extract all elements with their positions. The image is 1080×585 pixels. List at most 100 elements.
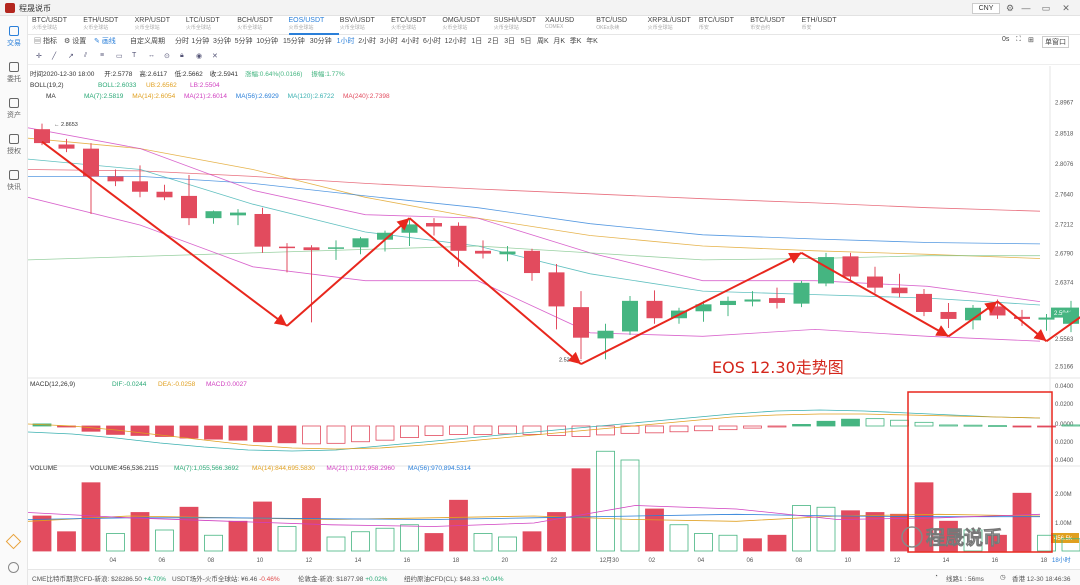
period-button[interactable]: 6小时 bbox=[423, 38, 441, 45]
period-button[interactable]: 1分钟 bbox=[191, 38, 210, 45]
symbol-tab[interactable]: BTC/USDT 火币全球站 bbox=[32, 17, 82, 35]
x-tick: 18 bbox=[1041, 558, 1048, 564]
measure-tool-icon[interactable]: ↔ bbox=[148, 52, 155, 59]
eye-icon[interactable]: ◉ bbox=[196, 53, 203, 60]
symbol-tab[interactable]: BTC/USD OKEx永续 bbox=[596, 17, 646, 35]
ticker-item[interactable]: CME比特币期货CFD-新浪: $28286.50 +4.70% bbox=[32, 576, 166, 583]
shape-tool-icon[interactable]: ▭ bbox=[116, 53, 123, 60]
volume-bar bbox=[375, 527, 395, 552]
period-button[interactable]: 12小时 bbox=[444, 38, 467, 45]
period-button[interactable]: 季K bbox=[569, 38, 582, 45]
period-button[interactable]: 2小时 bbox=[358, 38, 377, 45]
indicator-line bbox=[28, 137, 1041, 259]
symbol-tab[interactable]: OMG/USDT 火币全球站 bbox=[442, 17, 492, 35]
symbol-tab[interactable]: XAUUSD COMEX bbox=[545, 17, 595, 35]
period-button[interactable]: 15分钟 bbox=[283, 38, 305, 45]
price-tick: 2.7640 bbox=[1055, 193, 1074, 199]
period-button[interactable]: 3日 bbox=[504, 38, 516, 45]
macd-bar bbox=[253, 425, 272, 443]
text-tool-icon[interactable]: T bbox=[132, 52, 137, 59]
maximize-icon[interactable]: ▭ bbox=[1041, 3, 1051, 13]
candle bbox=[622, 295, 638, 335]
symbol-tab[interactable]: BCH/USDT 火币全球站 bbox=[237, 17, 287, 35]
period-button[interactable]: 分时 bbox=[175, 38, 189, 45]
period-button[interactable]: 周K bbox=[537, 38, 549, 45]
settings-circle-icon[interactable] bbox=[8, 562, 19, 573]
period-button[interactable]: 月K bbox=[553, 38, 566, 45]
period-button[interactable]: 30分钟 bbox=[309, 38, 332, 45]
period-button[interactable]: 1日 bbox=[471, 38, 483, 45]
expand-icon[interactable]: ⛶ bbox=[1016, 36, 1021, 43]
minimize-icon[interactable]: — bbox=[1021, 3, 1031, 13]
macd-bar bbox=[424, 425, 444, 436]
symbol-tab[interactable]: SUSHI/USDT 火币全球站 bbox=[494, 17, 544, 35]
ticker-item[interactable]: USDT场外-火币全球站: ¥6.46 -0.46% bbox=[172, 576, 280, 583]
symbol-tab[interactable]: BTC/USDT 币安 bbox=[699, 17, 749, 35]
indicators-button[interactable]: ▤ 指标 bbox=[34, 38, 57, 45]
macd-bar bbox=[228, 425, 248, 441]
trash-icon[interactable]: ✕ bbox=[212, 53, 218, 60]
fib-tool-icon[interactable]: ≡ bbox=[100, 52, 105, 59]
candle bbox=[891, 273, 908, 298]
grid-icon[interactable]: ⊞ bbox=[1028, 37, 1034, 44]
symbol-tab[interactable]: XRP3L/USDT 火币全球站 bbox=[648, 17, 698, 35]
period-button[interactable]: 2日 bbox=[487, 38, 499, 45]
symbol-tab[interactable]: ETC/USDT 火币全球站 bbox=[391, 17, 441, 35]
candle-body bbox=[107, 176, 124, 182]
symbol-tab[interactable]: ETH/USDT 币安 bbox=[802, 17, 852, 35]
period-button[interactable]: 年K bbox=[586, 38, 598, 45]
currency-select[interactable]: CNY bbox=[972, 3, 1000, 14]
x-tick: 10 bbox=[257, 558, 264, 564]
symbol-tab[interactable]: BSV/USDT 火币全球站 bbox=[340, 17, 390, 35]
ray-tool-icon[interactable]: ↗ bbox=[68, 53, 74, 60]
vip-icon[interactable] bbox=[5, 533, 22, 550]
ticker-change: +0.04% bbox=[481, 576, 504, 583]
ohlc-close: 收:2.5941 bbox=[210, 69, 239, 78]
period-button[interactable]: 3分钟 bbox=[213, 38, 231, 45]
sidebar-item[interactable]: 授权 bbox=[0, 128, 28, 162]
symbol-tab[interactable]: BTC/USDT 币安合约 bbox=[750, 17, 800, 35]
period-button[interactable]: 1小时 bbox=[336, 38, 355, 45]
symbol-tab[interactable]: EOS/USDT 火币全球站 bbox=[288, 17, 339, 35]
price-tick: 2.7212 bbox=[1055, 222, 1074, 228]
ticker-item[interactable]: 纽约原油CFD(CL): $48.33 +0.04% bbox=[404, 576, 504, 583]
trend-arrow bbox=[996, 300, 1048, 342]
settings-icon[interactable]: ⚙ bbox=[1005, 3, 1015, 13]
macd-bar bbox=[179, 425, 199, 439]
period-button[interactable]: 3小时 bbox=[379, 38, 398, 45]
sidebar-item[interactable]: 快讯 bbox=[0, 164, 28, 198]
symbol-tab[interactable]: XRP/USDT 火币全球站 bbox=[135, 17, 185, 35]
app-name: 程晟说币 bbox=[19, 4, 51, 13]
macd-bar bbox=[277, 425, 297, 444]
crosshair-icon[interactable]: ✛ bbox=[36, 53, 42, 60]
macd-bar bbox=[669, 425, 689, 433]
custom-period-button[interactable]: 自定义周期 bbox=[130, 38, 165, 45]
period-button[interactable]: 5日 bbox=[520, 38, 532, 45]
lock-icon[interactable]: 🔒︎ bbox=[180, 52, 184, 59]
price-chart[interactable]: 时间2020-12-30 18:00 开:2.5778 高:2.6117 低:2.56… bbox=[28, 66, 1080, 569]
macd-line bbox=[28, 413, 1041, 450]
sidebar-item[interactable]: 资产 bbox=[0, 92, 28, 126]
drawing-label: 画线 bbox=[101, 38, 116, 45]
line-tool-icon[interactable]: ╱ bbox=[52, 53, 57, 60]
period-button[interactable]: 4小时 bbox=[401, 38, 420, 45]
sidebar-item[interactable]: 交易 bbox=[0, 20, 28, 54]
sidebar-item-label: 资产 bbox=[7, 112, 21, 119]
symbol-tab-exchange: 火币全球站 bbox=[442, 25, 468, 31]
macd-bar bbox=[473, 425, 493, 435]
period-button[interactable]: 5分钟 bbox=[234, 38, 253, 45]
sidebar-item[interactable]: 委托 bbox=[0, 56, 28, 90]
settings-button[interactable]: ⚙ 设置 bbox=[64, 38, 87, 45]
channel-tool-icon[interactable]: ⫽ bbox=[84, 52, 88, 59]
volume-bar bbox=[841, 510, 860, 552]
symbol-tab[interactable]: ETH/USDT 火币全球站 bbox=[83, 17, 133, 35]
symbol-tab[interactable]: LTC/USDT 火币全球站 bbox=[186, 17, 236, 35]
assets-icon bbox=[9, 98, 19, 108]
drawing-button[interactable]: ✎ 画线 bbox=[94, 38, 116, 45]
indicator-line bbox=[28, 169, 1041, 212]
ticker-item[interactable]: 伦敦金-新浪: $1877.98 +0.02% bbox=[298, 576, 388, 583]
period-button[interactable]: 10分钟 bbox=[256, 38, 278, 45]
close-icon[interactable]: ✕ bbox=[1062, 3, 1070, 13]
layout-select[interactable]: 单窗口 bbox=[1042, 36, 1069, 48]
magnet-icon[interactable]: ⊙ bbox=[164, 53, 170, 60]
